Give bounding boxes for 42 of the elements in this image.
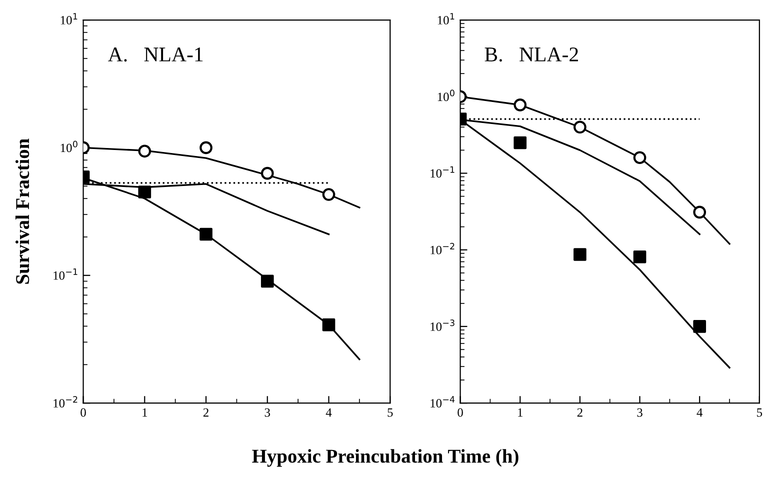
point: [138, 186, 152, 198]
point: [322, 318, 336, 332]
x-tick-label: 1: [518, 408, 522, 417]
y-tick-label: 10$^{−2}$: [54, 396, 78, 408]
point: [574, 248, 586, 261]
x-tick-label: 0: [458, 408, 463, 417]
x-tick-label: 5: [388, 408, 393, 417]
point: [260, 274, 274, 288]
y-tick-label: 10$^{0}$: [60, 140, 78, 152]
y-tick-label: 10$^{1}$: [438, 13, 454, 24]
x-tick-label: 3: [264, 408, 270, 417]
point: [633, 250, 646, 264]
y-tick-label: 10$^{−3}$: [430, 320, 454, 331]
y-axis-title: Survival Fraction: [15, 138, 30, 284]
point: [574, 120, 586, 134]
y-tick-label: 10$^{1}$: [60, 13, 78, 24]
point: [693, 320, 706, 333]
point: [322, 188, 336, 201]
x-axis-title: Hypoxic Preincubation Time (h): [252, 449, 518, 467]
point: [514, 136, 527, 150]
x-tick-label: 0: [80, 408, 86, 417]
y-tick-label: 10$^{−1}$: [430, 166, 454, 178]
x-tick-label: 4: [326, 408, 332, 417]
x-tick-label: 2: [577, 408, 582, 417]
x-tick-label: 3: [637, 408, 642, 417]
point: [138, 144, 152, 158]
point: [200, 141, 212, 154]
y-tick-label: 10$^{−4}$: [430, 396, 455, 408]
point: [514, 98, 527, 112]
text: B. NLA-2: [484, 48, 578, 62]
point: [693, 206, 706, 219]
x-tick-label: 4: [696, 408, 703, 417]
point: [260, 166, 274, 180]
point: [633, 151, 646, 164]
point: [200, 228, 212, 241]
text: A. NLA-1: [108, 48, 203, 62]
x-tick-label: 1: [142, 408, 148, 417]
y-tick-label: 10$^{−2}$: [430, 242, 454, 254]
x-tick-label: 2: [203, 408, 208, 417]
x-tick-label: 5: [757, 408, 762, 417]
y-tick-label: 10$^{0}$: [438, 90, 454, 102]
y-tick-label: 10$^{−1}$: [54, 268, 78, 280]
